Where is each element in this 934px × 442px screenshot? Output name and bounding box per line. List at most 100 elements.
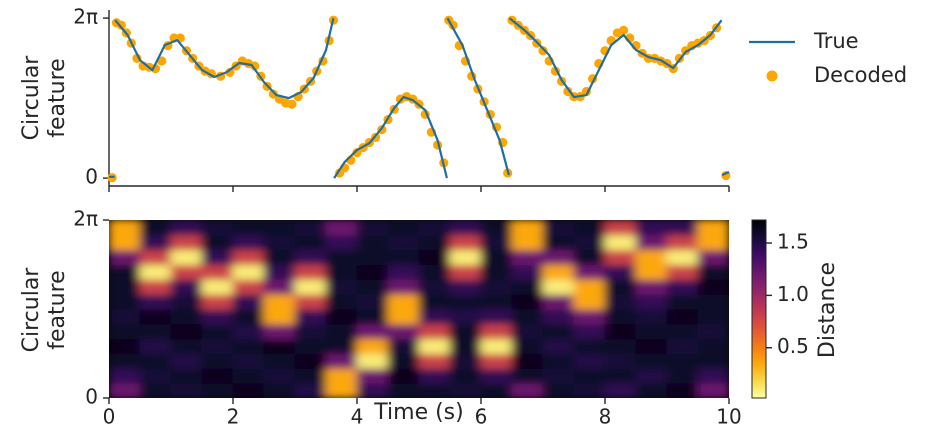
heatmap-cell: [449, 382, 482, 398]
heatmap-cell: [232, 323, 265, 340]
heatmap-cell: [325, 323, 358, 340]
heatmap-cell: [325, 278, 358, 295]
colorbar-tick-label: 1.5: [777, 230, 809, 254]
heatmap-cell: [480, 293, 513, 310]
heatmap-cell: [387, 293, 420, 310]
heatmap-cell: [697, 278, 729, 295]
heatmap-cell: [294, 382, 327, 398]
heatmap-cell: [635, 353, 668, 369]
heatmap-cell: [387, 264, 420, 280]
heatmap-cell: [666, 323, 699, 340]
heatmap-cell: [604, 249, 637, 265]
heatmap-cell: [697, 367, 729, 384]
heatmap-cell: [139, 220, 172, 236]
heatmap-cell: [449, 353, 482, 369]
heatmap-cell: [109, 308, 141, 325]
heatmap-cell: [201, 278, 234, 295]
heatmap-cell: [697, 382, 729, 398]
heatmap-cell: [356, 367, 389, 384]
heatmap-cell: [418, 220, 451, 236]
decoded-point: [619, 25, 629, 35]
y-axis-label: Circular: [19, 267, 44, 353]
heatmap-cell: [356, 278, 389, 295]
heatmap-cell: [201, 220, 234, 236]
heatmap-cell: [480, 220, 513, 236]
heatmap-cell: [139, 382, 172, 398]
heatmap-cell: [449, 308, 482, 325]
heatmap-cell: [109, 323, 141, 340]
heatmap-cell: [387, 382, 420, 398]
heatmap-cell: [697, 323, 729, 340]
heatmap-cell: [511, 278, 544, 295]
heatmap-cell: [294, 234, 327, 251]
heatmap-cell: [263, 338, 296, 354]
heatmap-cell: [666, 249, 699, 265]
heatmap-cell: [263, 264, 296, 280]
heatmap-cell: [697, 293, 729, 310]
heatmap-cell: [294, 264, 327, 280]
heatmap-cell: [480, 278, 513, 295]
decoded-point: [225, 67, 235, 78]
heatmap-cell: [387, 323, 420, 340]
heatmap-cell: [325, 264, 358, 280]
heatmap-cell: [604, 220, 637, 236]
heatmap-cell: [201, 234, 234, 251]
heatmap-cell: [356, 249, 389, 265]
heatmap-cell: [294, 249, 327, 265]
heatmap-cell: [573, 220, 606, 236]
colorbar-tick-label: 0.5: [777, 334, 809, 358]
x-tick-label: 0: [103, 405, 116, 429]
heatmap-cell: [325, 367, 358, 384]
heatmap-cell: [201, 353, 234, 369]
heatmap-cell: [666, 220, 699, 236]
heatmap-cell: [170, 353, 203, 369]
decoded-point: [157, 56, 167, 66]
heatmap-cell: [666, 382, 699, 398]
heatmap-cell: [387, 234, 420, 251]
heatmap-cell: [232, 353, 265, 369]
heatmap-cell: [697, 234, 729, 251]
heatmap-cell: [139, 323, 172, 340]
heatmap-cell: [635, 382, 668, 398]
heatmap-cell: [573, 264, 606, 280]
heatmap-cell: [294, 308, 327, 325]
heatmap-cells: [109, 220, 729, 398]
heatmap-cell: [356, 382, 389, 398]
heatmap-cell: [109, 278, 141, 295]
heatmap-cell: [263, 323, 296, 340]
heatmap-cell: [666, 264, 699, 280]
heatmap-cell: [542, 220, 575, 236]
heatmap-cell: [263, 220, 296, 236]
heatmap-cell: [201, 382, 234, 398]
heatmap-cell: [418, 293, 451, 310]
heatmap-cell: [666, 293, 699, 310]
heatmap-cell: [511, 308, 544, 325]
heatmap-cell: [573, 293, 606, 310]
heatmap-cell: [232, 367, 265, 384]
heatmap-cell: [294, 293, 327, 310]
heatmap-cell: [263, 293, 296, 310]
heatmap-cell: [387, 249, 420, 265]
colorbar: [751, 219, 767, 399]
heatmap-cell: [170, 382, 203, 398]
heatmap-cell: [109, 264, 141, 280]
heatmap-cell: [542, 382, 575, 398]
decoded-point: [268, 89, 278, 99]
heatmap-cell: [294, 278, 327, 295]
decoded-point: [352, 148, 362, 158]
heatmap-cell: [232, 278, 265, 295]
heatmap-cell: [511, 220, 544, 236]
heatmap-cell: [635, 234, 668, 251]
heatmap-cell: [109, 353, 141, 369]
heatmap-cell: [232, 308, 265, 325]
heatmap-cell: [325, 338, 358, 354]
heatmap-cell: [232, 264, 265, 280]
heatmap-cell: [170, 293, 203, 310]
heatmap-cell: [294, 220, 327, 236]
heatmap-cell: [294, 367, 327, 384]
heatmap-cell: [139, 367, 172, 384]
decoded-point: [287, 99, 297, 109]
heatmap-cell: [666, 353, 699, 369]
heatmap-cell: [480, 264, 513, 280]
